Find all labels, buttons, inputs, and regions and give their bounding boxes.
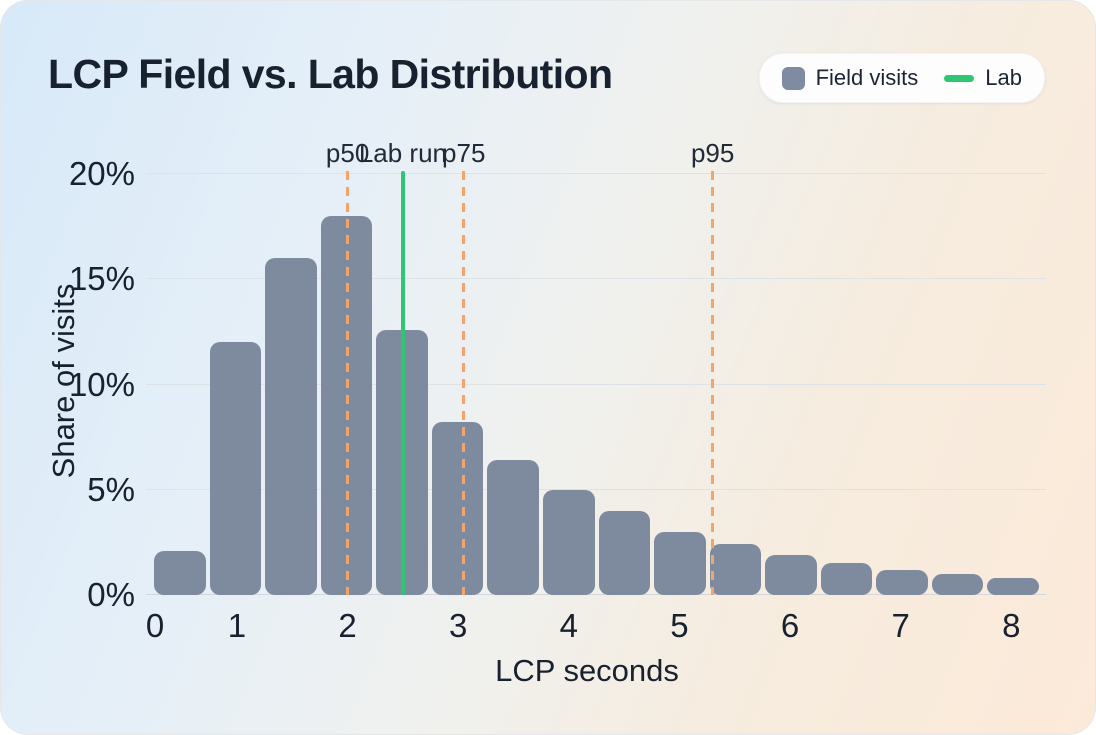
gridline-10 — [146, 383, 1046, 385]
x-tick-0: 0 — [145, 607, 165, 644]
bar-bin-4 — [598, 510, 651, 595]
field-visits-bars — [154, 174, 1039, 595]
x-axis-title: LCP seconds — [495, 653, 679, 688]
y-tick-5%: 5% — [87, 470, 135, 508]
marker-line-p50 — [346, 171, 350, 595]
marker-label-p75: p75 — [442, 138, 486, 168]
gridline-5 — [146, 488, 1046, 490]
x-tick-5: 5 — [670, 607, 689, 644]
x-tick-1: 1 — [227, 607, 247, 644]
legend-label: Field visits — [815, 65, 919, 90]
bar-bin-7 — [931, 573, 984, 595]
bar-bin-0.5 — [209, 342, 262, 595]
gridline-0 — [146, 594, 1046, 595]
legend-label: Lab — [985, 65, 1022, 90]
marker-line-p75 — [462, 171, 466, 595]
chart-title: LCP Field vs. Lab Distribution — [48, 51, 613, 97]
legend-item-lab[interactable]: Lab — [944, 65, 1022, 91]
bar-bin-4.5 — [654, 531, 706, 595]
bar-bin-5.5 — [765, 555, 817, 595]
marker-label-lab-run: Lab run — [358, 138, 447, 168]
bar-bin-6 — [820, 563, 873, 595]
bar-bin-7.5 — [987, 578, 1039, 595]
marker-label-p50: p50 — [325, 138, 370, 168]
x-tick-8: 8 — [1002, 607, 1021, 644]
bar-bin-2.5 — [431, 422, 484, 595]
bar-bin-6.5 — [876, 569, 928, 595]
bar-bin-0 — [154, 550, 206, 595]
marker-line-lab-run — [400, 171, 405, 595]
y-tick-20%: 20% — [68, 155, 135, 192]
gridline-15 — [146, 278, 1046, 280]
marker-line-p95 — [711, 171, 715, 595]
lab-line-swatch-icon — [944, 74, 975, 82]
y-tick-15%: 15% — [68, 260, 135, 298]
y-tick-0%: 0% — [87, 576, 135, 613]
bar-bin-5 — [709, 544, 762, 595]
x-tick-2: 2 — [338, 607, 357, 644]
x-tick-6: 6 — [780, 607, 800, 644]
x-tick-3: 3 — [449, 607, 468, 644]
marker-label-p95: p95 — [690, 138, 735, 168]
y-tick-10%: 10% — [68, 365, 135, 403]
plot-area — [146, 171, 1046, 595]
bar-bin-1 — [265, 258, 317, 595]
gridline-20 — [146, 173, 1046, 174]
field-visits-swatch-icon — [781, 66, 805, 90]
bar-bin-3.5 — [542, 489, 595, 595]
x-tick-7: 7 — [891, 607, 910, 644]
bar-bin-3 — [487, 460, 539, 595]
legend-item-field-visits[interactable]: Field visits — [781, 65, 919, 91]
x-tick-4: 4 — [559, 607, 579, 644]
legend: Field visits Lab — [758, 53, 1045, 103]
